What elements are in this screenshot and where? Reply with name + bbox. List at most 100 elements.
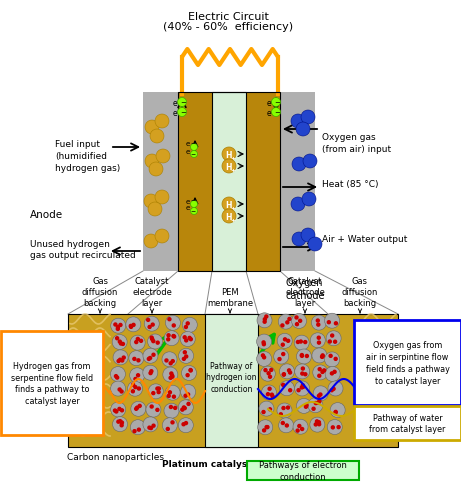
Circle shape: [130, 420, 145, 435]
Circle shape: [136, 338, 139, 341]
Circle shape: [120, 421, 124, 424]
Text: H: H: [225, 150, 231, 159]
Circle shape: [189, 338, 192, 341]
Circle shape: [133, 358, 136, 361]
Circle shape: [178, 418, 193, 433]
Circle shape: [140, 340, 142, 343]
Circle shape: [308, 398, 323, 413]
Circle shape: [313, 386, 328, 401]
Circle shape: [152, 353, 155, 357]
Circle shape: [288, 369, 290, 372]
Circle shape: [119, 324, 122, 327]
Circle shape: [183, 336, 186, 339]
Circle shape: [263, 320, 266, 324]
Circle shape: [326, 331, 341, 346]
Circle shape: [130, 368, 145, 383]
Circle shape: [317, 401, 320, 405]
Text: Gas
diffusion
backing: Gas diffusion backing: [82, 276, 118, 307]
Circle shape: [271, 393, 273, 396]
Circle shape: [265, 426, 268, 429]
Circle shape: [112, 335, 127, 350]
Circle shape: [177, 98, 187, 107]
Circle shape: [293, 419, 308, 434]
Circle shape: [165, 359, 168, 362]
Circle shape: [222, 148, 236, 162]
Bar: [143, 93, 178, 272]
Circle shape: [321, 371, 324, 374]
Circle shape: [266, 426, 269, 429]
FancyBboxPatch shape: [247, 461, 359, 480]
Circle shape: [222, 160, 236, 174]
Circle shape: [131, 390, 134, 393]
Circle shape: [337, 426, 340, 429]
Text: Air + Water output: Air + Water output: [322, 235, 408, 244]
Circle shape: [137, 428, 141, 431]
Circle shape: [117, 420, 120, 424]
Circle shape: [279, 364, 295, 379]
Circle shape: [299, 319, 301, 323]
Text: PEM
membrane: PEM membrane: [207, 287, 253, 307]
Circle shape: [281, 344, 284, 347]
Circle shape: [301, 428, 304, 431]
Text: e: e: [266, 98, 271, 107]
Circle shape: [118, 420, 122, 423]
FancyBboxPatch shape: [1, 332, 103, 435]
Circle shape: [183, 358, 185, 361]
Circle shape: [117, 326, 119, 329]
Circle shape: [189, 369, 192, 372]
Circle shape: [171, 376, 174, 378]
Circle shape: [222, 210, 236, 224]
Circle shape: [186, 322, 189, 325]
Circle shape: [282, 353, 285, 356]
Circle shape: [155, 115, 169, 129]
Circle shape: [279, 381, 294, 396]
Circle shape: [282, 407, 285, 409]
Circle shape: [113, 350, 128, 365]
Circle shape: [190, 151, 197, 158]
Circle shape: [328, 381, 343, 396]
Circle shape: [295, 364, 310, 379]
Circle shape: [117, 360, 120, 363]
Circle shape: [120, 409, 124, 412]
Circle shape: [289, 371, 291, 374]
Circle shape: [118, 359, 122, 362]
Circle shape: [301, 384, 304, 387]
Circle shape: [277, 333, 292, 348]
Circle shape: [173, 335, 176, 338]
Circle shape: [185, 355, 188, 358]
Circle shape: [126, 317, 141, 332]
Text: Carbon nanoparticles: Carbon nanoparticles: [66, 452, 164, 461]
Circle shape: [321, 354, 324, 357]
Circle shape: [258, 420, 273, 435]
Circle shape: [312, 408, 315, 410]
Bar: [178, 93, 280, 272]
Circle shape: [291, 115, 305, 129]
Circle shape: [178, 400, 193, 415]
Circle shape: [135, 341, 138, 344]
Circle shape: [330, 403, 345, 418]
Circle shape: [146, 402, 161, 417]
Circle shape: [143, 417, 158, 432]
Circle shape: [304, 341, 307, 344]
Circle shape: [301, 367, 304, 370]
Circle shape: [314, 423, 317, 426]
Text: −: −: [274, 110, 280, 116]
Circle shape: [257, 313, 272, 328]
Circle shape: [172, 395, 176, 398]
Circle shape: [182, 423, 185, 426]
Circle shape: [171, 421, 174, 424]
Circle shape: [292, 158, 306, 172]
Circle shape: [272, 98, 280, 107]
Circle shape: [328, 340, 331, 343]
Circle shape: [270, 369, 273, 372]
Circle shape: [136, 374, 140, 377]
Text: H: H: [225, 200, 231, 209]
Circle shape: [286, 321, 289, 324]
Circle shape: [318, 368, 321, 371]
Circle shape: [282, 383, 284, 387]
Circle shape: [113, 409, 117, 412]
Circle shape: [178, 348, 194, 363]
Circle shape: [274, 349, 289, 364]
Circle shape: [148, 358, 150, 361]
Circle shape: [331, 334, 334, 337]
